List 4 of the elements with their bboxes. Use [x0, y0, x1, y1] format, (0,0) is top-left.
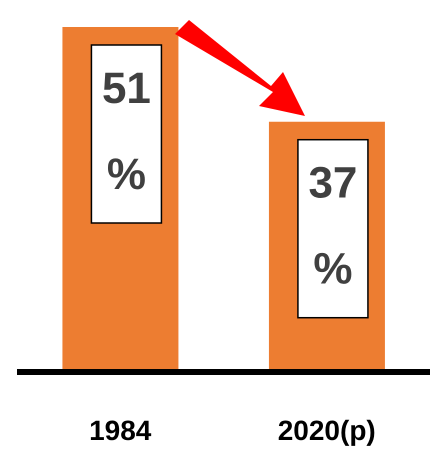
- data-label: 51 %: [102, 64, 151, 199]
- x-tick-label: 1984: [89, 414, 152, 446]
- x-tick-label: 2020(p): [278, 414, 376, 446]
- data-label: 37 %: [308, 158, 358, 294]
